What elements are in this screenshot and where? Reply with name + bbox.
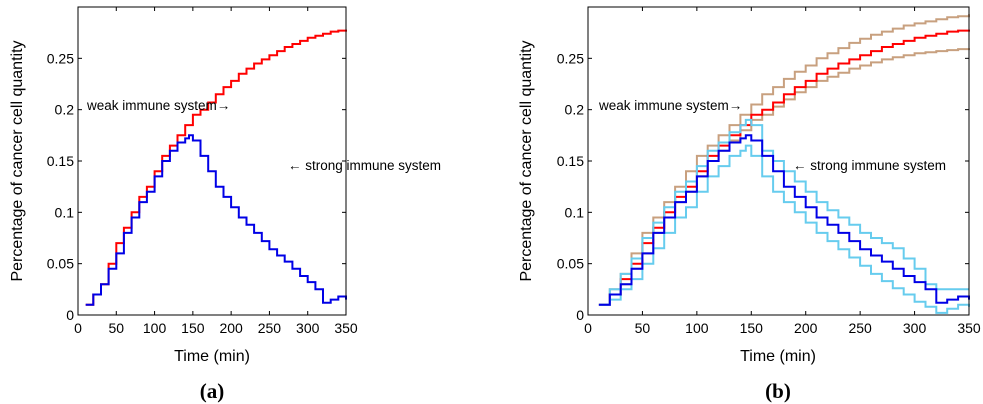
x-tick-label-b: 250 [848, 320, 872, 336]
x-tick-label-b: 300 [903, 320, 927, 336]
y-tick-label-b: 0.25 [557, 50, 584, 66]
x-axis-label-b: Time (min) [740, 348, 816, 365]
x-tick-label-a: 200 [219, 320, 243, 336]
x-tick-label-b: 0 [584, 320, 592, 336]
y-tick-label-b: 0.2 [565, 102, 585, 118]
x-tick-label-a: 150 [181, 320, 205, 336]
x-tick-label-a: 300 [296, 320, 320, 336]
plot-area-a [78, 7, 346, 315]
y-axis-label-b: Percentage of cancer cell quantity [518, 40, 535, 281]
panel-b: 0 50 100 150 200 250 300 350 0 0.05 0.1 0.15 0.2 0.25… [518, 6, 981, 403]
annotation-weak-b: weak immune system→ [598, 98, 742, 113]
y-tick-label-b: 0.1 [565, 204, 585, 220]
y-tick-label-a: 0.1 [55, 204, 75, 220]
series-line-b-4 [598, 144, 970, 314]
series-line-a-1 [85, 134, 347, 306]
x-tick-label-b: 150 [740, 320, 764, 336]
y-tick-label-b: 0.05 [557, 256, 584, 272]
y-axis-label-a: Percentage of cancer cell quantity [9, 40, 26, 281]
series-layer-b [598, 14, 970, 314]
annotation-strong-b: ← strong immune system [793, 158, 946, 173]
annotation-strong-a: ← strong immune system [288, 158, 441, 173]
series-line-b-5 [598, 134, 970, 306]
x-tick-label-a: 100 [143, 320, 167, 336]
panel-label-a: (a) [200, 379, 225, 403]
y-tick-label-a: 0 [66, 307, 74, 323]
axes-box-b [587, 6, 970, 316]
y-tick-label-a: 0.2 [55, 102, 75, 118]
x-tick-label-a: 250 [258, 320, 282, 336]
x-tick-label-a: 0 [74, 320, 82, 336]
series-layer-a [85, 29, 347, 306]
x-tick-label-b: 100 [685, 320, 709, 336]
axes-box-a [77, 6, 347, 316]
annotation-weak-a: weak immune system→ [86, 98, 230, 113]
y-tick-label-a: 0.15 [47, 153, 74, 169]
x-tick-label-b: 350 [957, 320, 981, 336]
panel-a: 0 50 100 150 200 250 300 350 0 0.05 0.1 0.15 0.2 0.25… [9, 6, 441, 403]
x-tick-label-a: 350 [334, 320, 358, 336]
y-tick-label-a: 0.25 [47, 50, 74, 66]
y-tick-label-b: 0.15 [557, 153, 584, 169]
x-tick-label-a: 50 [108, 320, 124, 336]
panel-label-b: (b) [765, 379, 791, 403]
ticks-layer-a: 0 50 100 150 200 250 300 350 0 0.05 0.1 0.15 0.2 0.25 [47, 7, 358, 336]
x-tick-label-b: 50 [635, 320, 651, 336]
x-axis-label-a: Time (min) [174, 348, 250, 365]
ticks-layer-b: 0 50 100 150 200 250 300 350 0 0.05 0.1 0.15 0.2 0.25 [557, 7, 981, 336]
y-tick-label-b: 0 [576, 307, 584, 323]
y-tick-label-a: 0.05 [47, 256, 74, 272]
x-tick-label-b: 200 [794, 320, 818, 336]
